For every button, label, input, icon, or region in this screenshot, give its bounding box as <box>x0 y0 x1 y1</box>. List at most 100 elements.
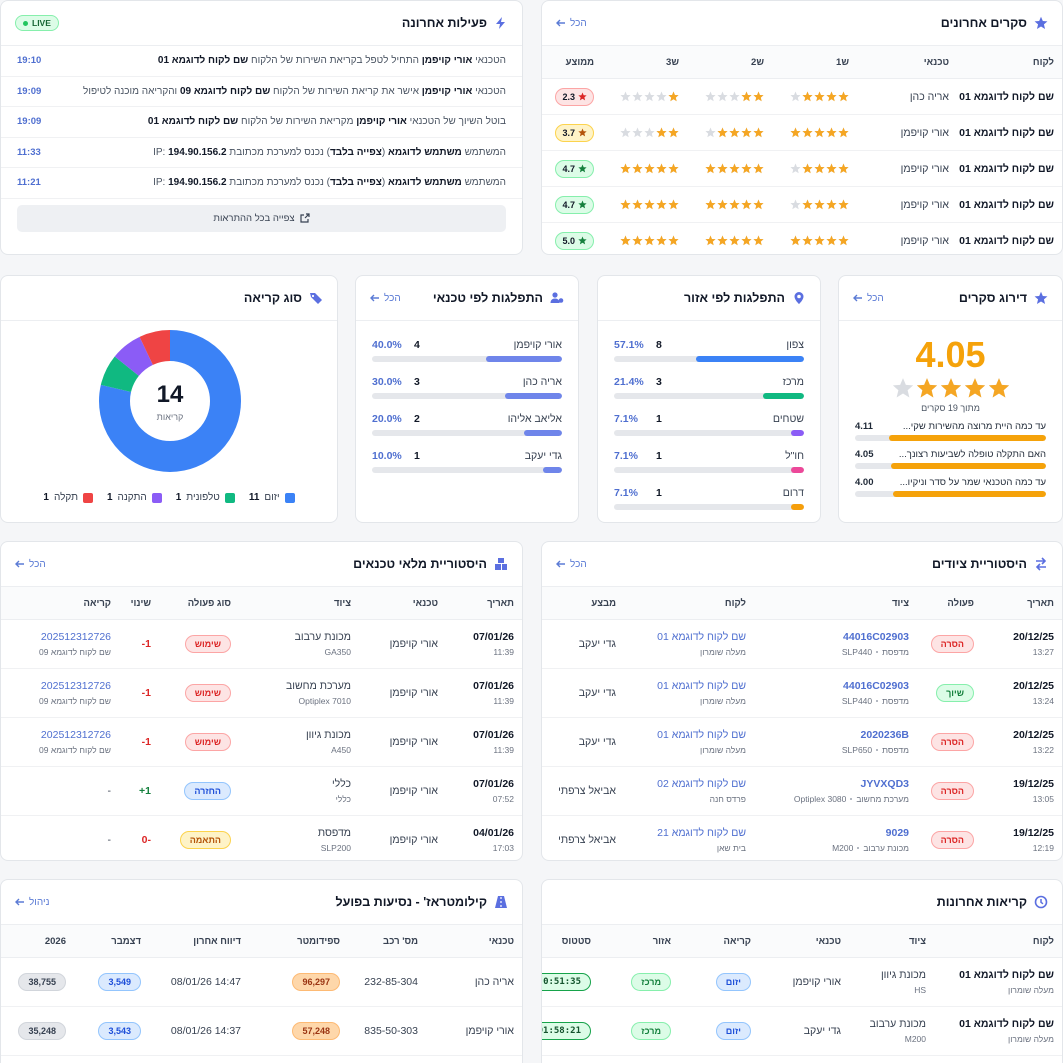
equipment-details: מכונת ערבוב M200 <box>762 843 909 853</box>
region-distribution-card: התפלגות לפי אזור צפון 8 57.1% מרכז 3 21.4% שטח… <box>597 275 821 523</box>
view-all-button[interactable]: צפייה בכל ההתראות <box>17 204 506 232</box>
bar <box>486 356 562 362</box>
view-all-link[interactable]: הכל <box>370 293 401 304</box>
live-badge: LIVE <box>15 15 59 31</box>
column-header: לקוח <box>934 925 1062 958</box>
star-filled <box>644 199 655 210</box>
call-cell: 202512312726 שם לקוח לדוגמא 09 <box>1 717 119 767</box>
view-all-link[interactable]: הכל <box>853 293 884 304</box>
star <box>753 91 764 102</box>
column-header: לקוח <box>957 46 1062 79</box>
equipment-type: מדפסת <box>882 647 909 657</box>
bar <box>790 467 804 473</box>
serial-link[interactable]: 44016C02903 <box>843 680 909 692</box>
link-text[interactable]: הכל <box>570 558 587 570</box>
model: Optiplex 7010 <box>298 696 351 706</box>
text: ) נכנס למערכת מכתובת IP: <box>153 146 330 158</box>
technician: אריה כהן <box>426 957 522 1007</box>
star-filled <box>656 163 667 174</box>
call-number[interactable]: 202512312726 <box>40 729 111 741</box>
bar <box>505 393 562 399</box>
table-row: 07/01/26 11:39 אורי קויפמן מערכת מחשוב Optip… <box>1 668 522 718</box>
arrow-icon[interactable] <box>370 293 380 303</box>
date: 20/12/25 <box>1013 680 1054 692</box>
link-text[interactable]: הכל <box>29 558 46 570</box>
badge-star-shape <box>578 128 587 137</box>
call-number[interactable]: 202512312726 <box>40 680 111 692</box>
item-percent: 20.0% <box>372 413 402 425</box>
star-empty <box>620 127 631 138</box>
button-text[interactable]: צפייה בכל ההתראות <box>213 212 295 224</box>
average-cell: 2.3 <box>542 78 602 115</box>
bar-track <box>855 491 1046 497</box>
star <box>814 163 825 174</box>
action-cell: שימוש <box>159 668 239 718</box>
serial-link[interactable]: 9029 <box>885 827 909 839</box>
view-all-link[interactable]: הכל <box>15 559 46 570</box>
customer-link[interactable]: שם לקוח לדוגמא 01 <box>657 729 746 741</box>
link-text[interactable]: ניהול <box>29 896 50 908</box>
legend-item: טלפונית 1 <box>176 492 235 503</box>
item-count: 1 <box>656 450 662 462</box>
serial-link[interactable]: 2020236B <box>860 729 909 741</box>
star <box>644 235 655 246</box>
arrow-icon[interactable] <box>15 559 25 569</box>
table-row: שם לקוח לדוגמא 01 מעלה שומרון מכונת ערבוב M… <box>542 1006 1062 1056</box>
star <box>705 199 716 210</box>
rating-cell <box>687 78 772 115</box>
question-score: 4.05 <box>855 449 874 460</box>
star <box>790 199 801 210</box>
december: 3,549 <box>98 973 141 991</box>
arrow-icon[interactable] <box>556 559 566 569</box>
star <box>741 127 752 138</box>
text: מקריאת השירות של הלקוח <box>238 116 357 128</box>
customer-link[interactable]: שם לקוח לדוגמא 21 <box>657 827 746 839</box>
call-cell: - <box>1 766 119 816</box>
customer-link[interactable]: שם לקוח לדוגמא 01 <box>657 631 746 643</box>
customer-link[interactable]: שם לקוח לדוגמא 02 <box>657 778 746 790</box>
question-score: 4.00 <box>855 477 874 488</box>
arrow-icon[interactable] <box>15 897 25 907</box>
distribution-item: אורי קויפמן 4 40.0% <box>356 339 578 362</box>
star-empty <box>790 91 801 102</box>
distribution-item: גדי יעקב 1 10.0% <box>356 450 578 473</box>
arrow-icon[interactable] <box>556 18 566 28</box>
question-row: האם התקלה טופלה לשביעות רצונך... 4.05 <box>855 449 1046 460</box>
legend-count: 1 <box>106 492 113 503</box>
badge-star <box>578 236 587 245</box>
item-percent: 21.4% <box>614 376 644 388</box>
arrow-icon[interactable] <box>853 293 863 303</box>
table-row: 07/01/26 07:52 אורי קויפמן כללי כללי החזרה +1 - <box>1 766 522 816</box>
table-row: 20/12/25 13:24 שיוך 44016C02903 מדפסת SLP440 ש… <box>542 668 1062 718</box>
legend-label: תקלה <box>53 492 78 503</box>
text: הטכנאי <box>472 85 506 97</box>
star <box>741 163 752 174</box>
bar-track <box>614 504 804 510</box>
view-all-link[interactable]: הכל <box>556 559 587 570</box>
link-text[interactable]: הכל <box>867 292 884 304</box>
status: 0:51:35 <box>542 973 591 991</box>
model: SLP650 <box>841 745 873 755</box>
item-count: 1 <box>656 413 662 425</box>
city: מעלה שומרון <box>700 696 746 706</box>
call-number[interactable]: 202512312726 <box>40 631 111 643</box>
star-empty <box>705 127 716 138</box>
title-text: פעילות אחרונה <box>401 16 487 30</box>
manage-link[interactable]: ניהול <box>15 897 50 908</box>
bar-track <box>614 356 804 362</box>
external-icon[interactable] <box>300 213 310 223</box>
model: SLP200 <box>320 843 351 853</box>
serial-link[interactable]: JYVXQD3 <box>860 778 909 790</box>
question-score: 4.11 <box>855 421 873 432</box>
link-text[interactable]: הכל <box>570 17 587 29</box>
item-name: אריה כהן <box>522 376 562 388</box>
link-text[interactable]: הכל <box>384 292 401 304</box>
equipment-details: מערכת מחשוב Optiplex 3080 <box>762 794 909 804</box>
card-header: פעילות אחרונה LIVE <box>1 1 522 46</box>
serial-link[interactable]: 44016C02903 <box>843 631 909 643</box>
table-row: שם לקוח לדוגמא 01 אורי קויפמן 5.0 <box>542 222 1062 254</box>
star-filled <box>838 199 849 210</box>
view-all-link[interactable]: הכל <box>556 18 587 29</box>
customer-link[interactable]: שם לקוח לדוגמא 01 <box>657 680 746 692</box>
separator <box>850 798 853 800</box>
